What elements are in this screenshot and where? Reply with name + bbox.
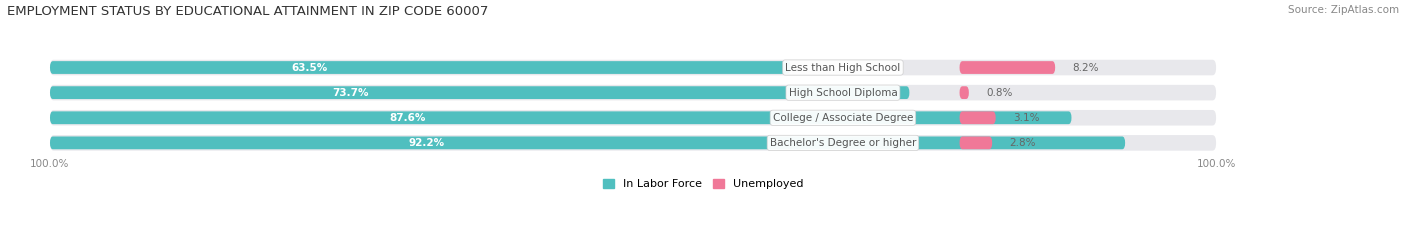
Text: 100.0%: 100.0% [1197,159,1236,169]
FancyBboxPatch shape [51,137,1125,149]
FancyBboxPatch shape [51,61,790,74]
Text: 63.5%: 63.5% [291,62,328,72]
FancyBboxPatch shape [959,61,1054,74]
Text: 2.8%: 2.8% [1010,138,1036,148]
Text: Less than High School: Less than High School [786,62,901,72]
FancyBboxPatch shape [959,137,993,149]
Text: 0.8%: 0.8% [987,88,1012,98]
Text: College / Associate Degree: College / Associate Degree [773,113,912,123]
FancyBboxPatch shape [959,86,969,99]
FancyBboxPatch shape [51,85,1216,100]
FancyBboxPatch shape [51,110,1216,126]
Text: 73.7%: 73.7% [333,88,368,98]
Text: 87.6%: 87.6% [389,113,426,123]
Text: 3.1%: 3.1% [1014,113,1039,123]
Text: High School Diploma: High School Diploma [789,88,897,98]
FancyBboxPatch shape [959,111,995,124]
Text: Source: ZipAtlas.com: Source: ZipAtlas.com [1288,5,1399,15]
Text: Bachelor's Degree or higher: Bachelor's Degree or higher [769,138,917,148]
Legend: In Labor Force, Unemployed: In Labor Force, Unemployed [598,175,808,194]
FancyBboxPatch shape [51,86,910,99]
Text: 8.2%: 8.2% [1073,62,1099,72]
FancyBboxPatch shape [51,111,1071,124]
Text: EMPLOYMENT STATUS BY EDUCATIONAL ATTAINMENT IN ZIP CODE 60007: EMPLOYMENT STATUS BY EDUCATIONAL ATTAINM… [7,5,488,18]
FancyBboxPatch shape [51,60,1216,75]
Text: 100.0%: 100.0% [31,159,70,169]
Text: 92.2%: 92.2% [408,138,444,148]
FancyBboxPatch shape [51,135,1216,151]
